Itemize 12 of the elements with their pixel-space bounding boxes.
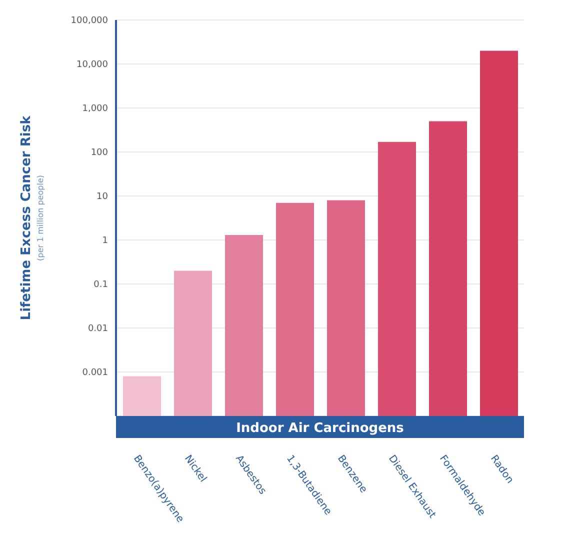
y-tick-label: 0.1 — [94, 280, 108, 290]
y-tick-label: 0.01 — [88, 324, 108, 334]
y-tick-label: 100,000 — [70, 16, 108, 26]
x-axis-title: Indoor Air Carcinogens — [236, 421, 404, 436]
y-tick-label: 0.001 — [82, 368, 108, 378]
text: (per 1 million people) — [36, 174, 45, 262]
y-tick-label: 10 — [96, 192, 108, 202]
y-tick-label: 100 — [90, 148, 108, 158]
y-tick-label: 1 — [102, 236, 108, 246]
y-tick-label: 1,000 — [82, 104, 108, 114]
y-tick-label: 10,000 — [76, 60, 108, 70]
y-axis-title: Lifetime Excess Cancer Risk — [19, 115, 34, 320]
